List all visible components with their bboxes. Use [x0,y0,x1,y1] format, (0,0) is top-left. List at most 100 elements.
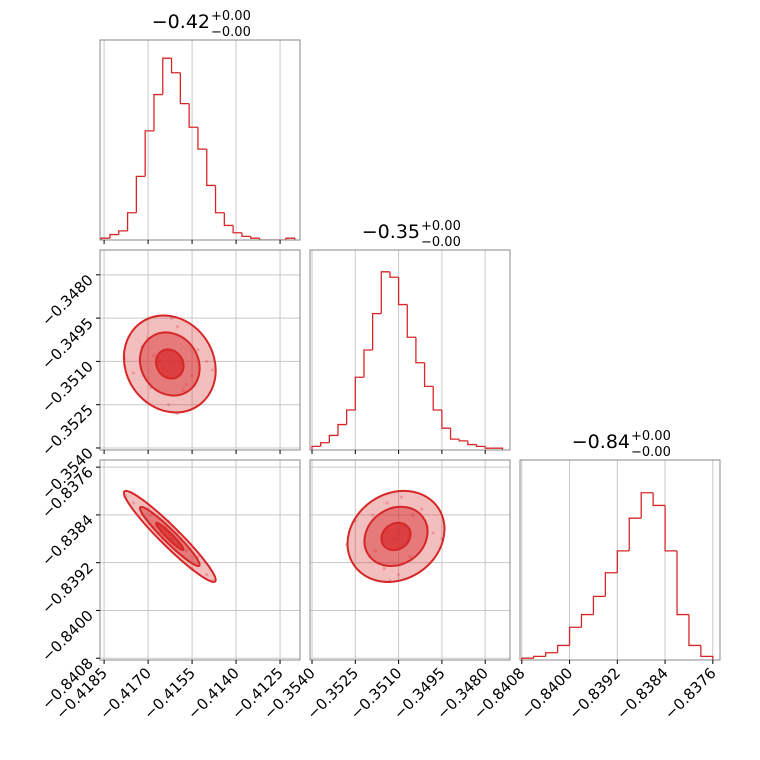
histogram-step [188,103,198,128]
sample-point [373,549,378,553]
x-tick-label: −0.8392 [565,664,624,723]
sample-point [131,501,136,505]
panel-title: −0.84 [572,431,630,453]
panel [100,40,296,240]
sample-point [385,501,389,505]
panel-frame [99,249,301,451]
sample-point [184,549,188,553]
histogram-step [320,442,330,447]
histogram-step [397,277,408,306]
histogram-step [214,185,225,214]
panel [311,250,504,450]
histogram-step [153,93,163,131]
sample-point [211,368,215,372]
sample-point [190,374,194,378]
histogram-step [652,492,666,507]
histogram-step [206,149,216,187]
panel-title: −0.35 [362,221,420,243]
panel-title: −0.42 [152,11,210,33]
sample-point [131,371,136,375]
histogram-step [688,614,701,647]
histogram-step [354,376,364,410]
histogram-step [521,657,534,660]
histogram-step [241,232,251,238]
histogram-step [616,550,630,573]
histogram-step [389,271,399,278]
y-tick-label: −0.8384 [38,511,97,570]
sample-point [420,507,424,511]
histogram-step [592,595,606,615]
sample-point [371,513,375,517]
x-tick-label: −0.8376 [661,664,720,723]
histogram-step [441,410,451,429]
histogram-step [371,312,382,350]
histogram-step [337,423,347,436]
histogram-step [676,550,689,616]
histogram-step [568,626,582,646]
x-tick-label: −0.8400 [518,664,577,723]
histogram-step [363,349,373,378]
panel [521,460,714,660]
histogram-step [664,505,678,552]
histogram-step [144,130,154,177]
sample-point [184,382,188,387]
histogram-step [423,362,434,388]
histogram-step [484,446,494,449]
histogram-step [100,237,110,240]
contour [155,521,185,552]
contour [155,348,185,380]
histogram-step [223,212,234,227]
y-tick-label: −0.8400 [38,607,97,666]
y-tick-label: −0.8392 [38,559,97,618]
histogram-step [700,645,714,660]
histogram-step [232,225,242,234]
histogram-step [458,439,468,442]
sample-point [167,403,171,407]
title-lower: −0.00 [211,25,251,40]
sample-point [152,354,156,358]
panel-frame [309,249,511,451]
histogram-step [346,409,356,425]
histogram-step [170,58,181,74]
histogram-step [179,72,190,105]
histogram-step [628,517,642,551]
panel-frame [99,459,301,661]
histogram-step [311,445,321,450]
histogram-step [556,644,570,653]
histogram-step [250,236,260,239]
panel [100,460,300,660]
sample-point [205,573,209,577]
histogram-step [580,613,594,628]
sample-point [175,325,180,329]
histogram-step [258,238,269,240]
histogram-step [197,127,207,150]
sample-point [196,348,200,352]
histogram-step [285,237,296,240]
histogram-step [109,233,119,239]
histogram-step [640,492,654,519]
title-lower: −0.00 [631,445,671,460]
sample-point [205,359,209,363]
panel [310,460,510,660]
sample-point [408,555,412,559]
histogram-step [380,271,390,314]
histogram-step [162,57,172,95]
title-upper: +0.00 [421,219,461,234]
sample-point [411,513,415,517]
panel [100,250,300,450]
sample-point [399,495,404,499]
title-lower: −0.00 [421,235,461,250]
title-upper: +0.00 [211,9,251,24]
panel-frame [519,459,721,661]
histogram-step [406,304,416,338]
sample-point [431,531,435,535]
panel-frame [309,459,511,661]
x-tick-label: −0.8384 [613,664,672,723]
histogram-step [415,337,425,364]
histogram-step [493,447,504,450]
histogram-step [604,572,618,597]
histogram-step [475,444,486,448]
contour [380,521,412,552]
title-upper: +0.00 [631,429,671,444]
